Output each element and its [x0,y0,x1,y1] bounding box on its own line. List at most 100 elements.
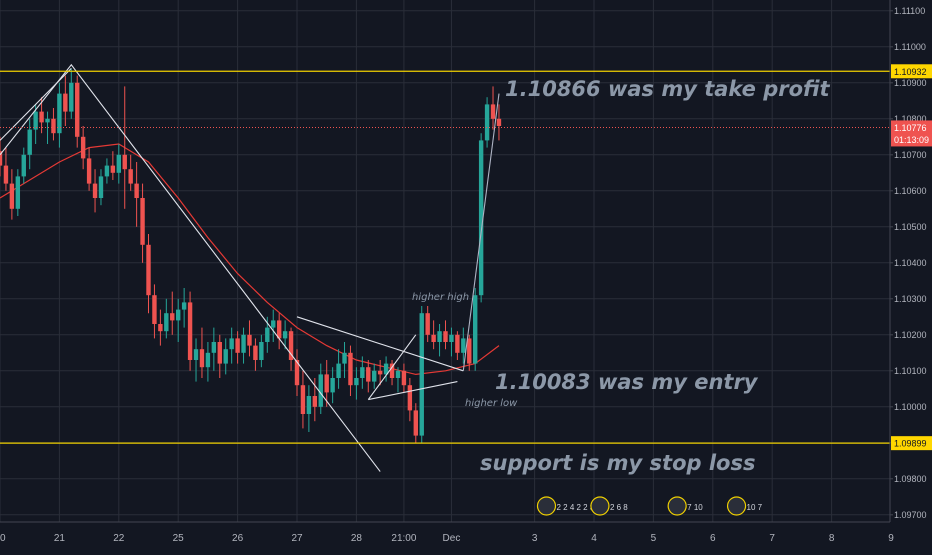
candle-body[interactable] [164,313,169,332]
candle-body[interactable] [377,370,383,375]
candle[interactable] [187,291,193,371]
candle-body[interactable] [288,331,294,360]
candle-body[interactable] [199,349,205,368]
candle[interactable] [128,154,133,191]
candle[interactable] [395,367,401,393]
candle-body[interactable] [467,338,472,364]
candle[interactable] [223,338,228,375]
candle[interactable] [217,334,222,378]
time-axis[interactable]: 20 21 22 25 26 27 28 21:00 Dec 3 4 5 6 7 8 9 [0,533,894,544]
candle-body[interactable] [116,154,121,173]
candle-body[interactable] [401,370,407,386]
candle-body[interactable] [128,169,133,184]
candle-body[interactable] [39,111,44,123]
candle[interactable] [478,133,484,303]
candle-body[interactable] [461,338,466,353]
candle-body[interactable] [241,334,246,353]
candle[interactable] [69,68,74,119]
candle[interactable] [484,97,490,148]
trendline-swing-zigzag[interactable] [0,63,381,472]
candle[interactable] [146,234,151,314]
candle-body[interactable] [170,313,175,321]
trendline-triangle-inner[interactable] [368,381,458,401]
candle[interactable] [473,288,478,371]
candle[interactable] [401,363,407,393]
candle[interactable] [431,320,436,350]
candle[interactable] [116,144,121,184]
candle[interactable] [419,306,424,443]
candle-body[interactable] [484,104,490,141]
candle-body[interactable] [437,331,442,342]
candle[interactable] [276,313,282,350]
candle[interactable] [490,86,496,130]
candle[interactable] [449,327,454,357]
candle-body[interactable] [395,370,401,378]
candle-body[interactable] [217,342,222,364]
candle-body[interactable] [360,367,365,378]
candles[interactable] [0,68,502,443]
candle[interactable] [98,169,104,206]
candle-body[interactable] [152,295,157,324]
candle-body[interactable] [312,396,318,407]
candle[interactable] [205,342,211,382]
candle[interactable] [193,338,199,382]
candle-body[interactable] [86,158,92,184]
candle-body[interactable] [69,82,74,112]
candle-body[interactable] [27,129,32,155]
candle[interactable] [253,338,258,371]
event-marker-icon[interactable] [590,496,610,516]
candle[interactable] [425,306,430,342]
candle[interactable] [110,151,116,180]
candle-body[interactable] [276,320,282,339]
candle-body[interactable] [259,342,264,360]
candle-body[interactable] [33,111,38,130]
candle[interactable] [366,360,371,393]
event-marker-icon[interactable] [536,496,557,516]
candle[interactable] [407,378,413,422]
candle-body[interactable] [140,198,145,245]
candle[interactable] [300,370,306,429]
candle-body[interactable] [253,345,258,360]
candle-body[interactable] [496,118,502,126]
candle[interactable] [324,360,329,407]
candle-body[interactable] [330,378,335,393]
candle[interactable] [437,324,442,357]
current-price-label[interactable]: 1.10776 [894,123,927,133]
candle-body[interactable] [389,363,395,378]
candle-body[interactable] [271,320,276,328]
candle[interactable] [63,75,68,126]
candle[interactable] [15,169,21,216]
candle-body[interactable] [431,334,436,342]
candle[interactable] [336,349,341,389]
candle[interactable] [229,327,234,364]
candle[interactable] [57,82,62,148]
candle[interactable] [455,331,460,360]
candle[interactable] [75,75,80,148]
candle-body[interactable] [247,334,252,346]
level-price-label[interactable]: 1.09899 [894,439,927,449]
candle[interactable] [199,327,205,378]
candle[interactable] [247,320,252,357]
candle-body[interactable] [158,324,163,332]
event-marker-icon[interactable] [667,496,687,516]
candle-body[interactable] [110,165,116,173]
candle[interactable] [3,147,9,191]
candle[interactable] [176,298,181,342]
event-marker[interactable]: 2 2 4 2 2 3 [536,496,595,516]
candle-body[interactable] [372,370,377,382]
candle-body[interactable] [80,136,86,159]
candle[interactable] [211,327,217,371]
candle[interactable] [496,104,502,141]
candle-body[interactable] [104,165,110,177]
candle-body[interactable] [181,302,187,310]
event-marker[interactable]: 2 6 8 [590,496,628,516]
level-price-label[interactable]: 1.10932 [894,67,927,77]
candle-body[interactable] [146,244,151,296]
event-marker[interactable]: 10 7 [726,496,763,516]
candle-body[interactable] [0,151,3,166]
candle[interactable] [467,334,472,371]
candle[interactable] [164,298,169,339]
candle[interactable] [348,345,353,396]
